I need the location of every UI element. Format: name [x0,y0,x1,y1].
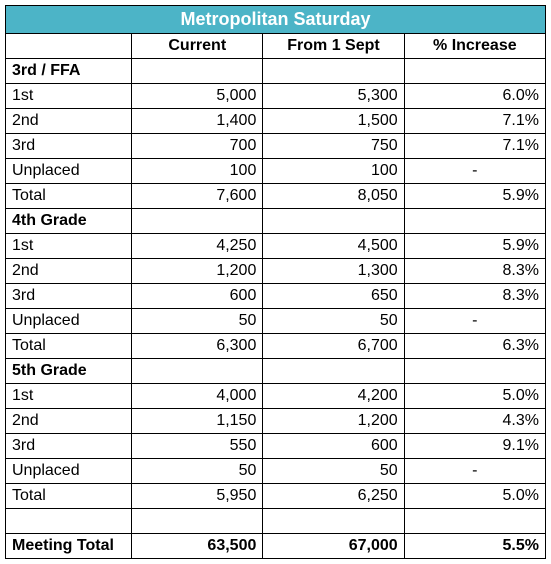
table-row: Unplaced5050- [6,309,546,334]
row-from: 1,200 [263,409,404,434]
row-from: 50 [263,459,404,484]
row-from: 750 [263,134,404,159]
row-from: 600 [263,434,404,459]
row-label: 2nd [6,259,132,284]
table-row: Total6,3006,7006.3% [6,334,546,359]
header-pct: % Increase [404,34,545,59]
row-pct: 8.3% [404,259,545,284]
row-from: 6,700 [263,334,404,359]
row-label: 3rd [6,134,132,159]
row-pct: 7.1% [404,109,545,134]
header-current: Current [132,34,263,59]
prize-money-table: Metropolitan Saturday Current From 1 Sep… [5,5,546,559]
table-row: Unplaced5050- [6,459,546,484]
row-label: Total [6,184,132,209]
row-label: 2nd [6,109,132,134]
row-pct: 6.0% [404,84,545,109]
row-from: 4,500 [263,234,404,259]
section-header: 4th Grade [6,209,546,234]
row-pct: 8.3% [404,284,545,309]
section-name: 3rd / FFA [6,59,132,84]
table-row: 1st4,2504,5005.9% [6,234,546,259]
table-title: Metropolitan Saturday [6,6,546,34]
row-label: Total [6,334,132,359]
row-label: 1st [6,84,132,109]
row-current: 1,200 [132,259,263,284]
meeting-total-label: Meeting Total [6,534,132,559]
row-from: 1,500 [263,109,404,134]
meeting-total-pct: 5.5% [404,534,545,559]
table-row: Total5,9506,2505.0% [6,484,546,509]
table-row: 3rd6006508.3% [6,284,546,309]
row-pct: 5.0% [404,384,545,409]
section-header: 3rd / FFA [6,59,546,84]
row-label: 2nd [6,409,132,434]
row-label: Unplaced [6,159,132,184]
table-row: 2nd1,1501,2004.3% [6,409,546,434]
row-current: 6,300 [132,334,263,359]
table-row: 2nd1,4001,5007.1% [6,109,546,134]
row-current: 4,000 [132,384,263,409]
row-from: 1,300 [263,259,404,284]
row-current: 550 [132,434,263,459]
header-from: From 1 Sept [263,34,404,59]
row-current: 7,600 [132,184,263,209]
row-pct: 5.0% [404,484,545,509]
row-pct: - [404,309,545,334]
row-label: 1st [6,234,132,259]
section-name: 5th Grade [6,359,132,384]
row-current: 700 [132,134,263,159]
blank-row [6,509,546,534]
row-label: Unplaced [6,459,132,484]
row-current: 5,950 [132,484,263,509]
table-row: 2nd1,2001,3008.3% [6,259,546,284]
row-from: 650 [263,284,404,309]
row-label: Total [6,484,132,509]
section-header: 5th Grade [6,359,546,384]
meeting-total-current: 63,500 [132,534,263,559]
table-row: Unplaced100100- [6,159,546,184]
row-from: 8,050 [263,184,404,209]
header-row: Current From 1 Sept % Increase [6,34,546,59]
row-label: 1st [6,384,132,409]
row-pct: 7.1% [404,134,545,159]
row-current: 50 [132,309,263,334]
row-from: 50 [263,309,404,334]
table-row: Total7,6008,0505.9% [6,184,546,209]
row-pct: 5.9% [404,234,545,259]
row-pct: - [404,159,545,184]
row-current: 600 [132,284,263,309]
row-current: 5,000 [132,84,263,109]
table-row: 3rd7007507.1% [6,134,546,159]
row-from: 4,200 [263,384,404,409]
row-pct: 5.9% [404,184,545,209]
row-current: 100 [132,159,263,184]
row-from: 100 [263,159,404,184]
row-current: 1,150 [132,409,263,434]
table-row: 1st4,0004,2005.0% [6,384,546,409]
row-pct: 4.3% [404,409,545,434]
header-blank [6,34,132,59]
row-pct: - [404,459,545,484]
row-from: 6,250 [263,484,404,509]
row-current: 50 [132,459,263,484]
row-label: Unplaced [6,309,132,334]
row-current: 1,400 [132,109,263,134]
table-row: 1st5,0005,3006.0% [6,84,546,109]
meeting-total-row: Meeting Total 63,500 67,000 5.5% [6,534,546,559]
row-current: 4,250 [132,234,263,259]
row-label: 3rd [6,434,132,459]
section-name: 4th Grade [6,209,132,234]
row-from: 5,300 [263,84,404,109]
row-pct: 9.1% [404,434,545,459]
table-row: 3rd5506009.1% [6,434,546,459]
row-pct: 6.3% [404,334,545,359]
title-row: Metropolitan Saturday [6,6,546,34]
meeting-total-from: 67,000 [263,534,404,559]
row-label: 3rd [6,284,132,309]
